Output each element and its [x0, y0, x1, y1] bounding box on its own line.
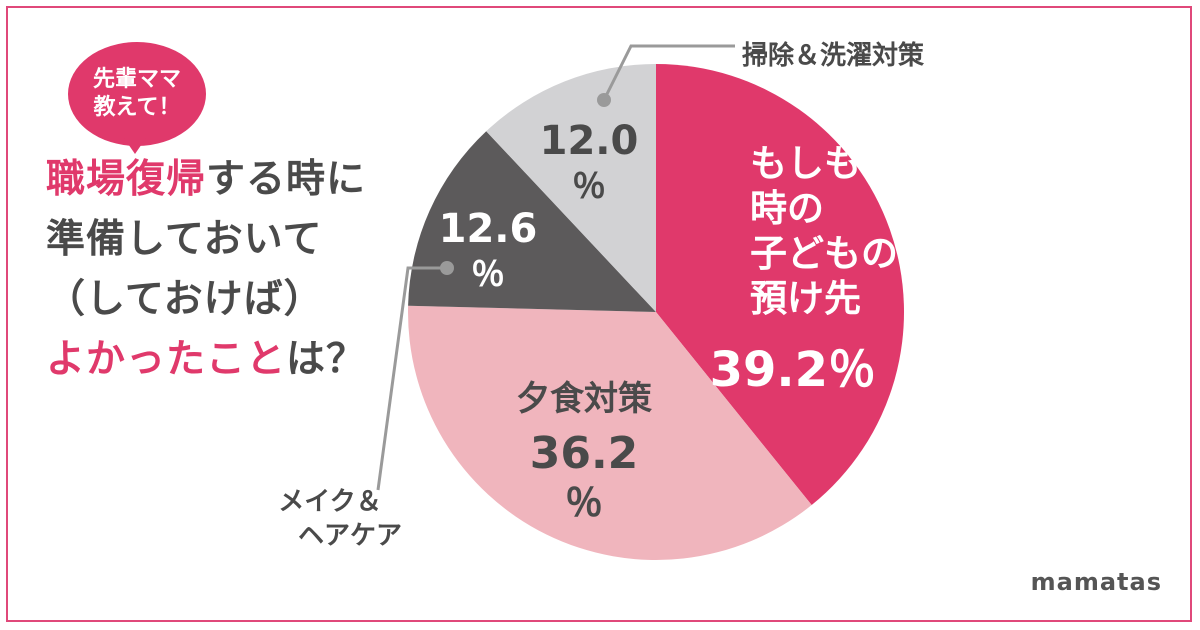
question-text: （しておけば）	[46, 277, 324, 322]
speech-bubble: 先輩ママ 教えて！	[68, 42, 206, 146]
slice-category-label: 時の	[750, 187, 824, 230]
slice-category-label: メイク＆	[278, 487, 381, 517]
leader-line	[376, 266, 447, 491]
question-text: 準備しておいて	[46, 217, 323, 262]
slice-value-label: 12.6	[439, 206, 538, 252]
leader-dot	[440, 261, 454, 275]
question-line-3: （しておけば）	[46, 270, 366, 330]
slice-value-label: 39.2％	[710, 342, 876, 398]
question-accent: よかったこと	[46, 337, 287, 382]
slice-category-label: ヘアケア	[298, 521, 402, 551]
slice-value-label: 12.0	[540, 118, 639, 164]
slice-category-label: 子どもの	[750, 232, 898, 275]
pie-slice	[408, 305, 812, 560]
bubble-tail	[124, 138, 146, 154]
slice-category-label: 預け先	[750, 277, 861, 320]
pie-slice	[408, 131, 656, 312]
border-frame	[6, 6, 1192, 622]
brand-logo: mamatas	[1030, 568, 1162, 596]
question-text: する時に	[206, 157, 367, 202]
question-line-4: よかったことは？	[46, 330, 366, 390]
slice-value-label: 36.2	[530, 428, 639, 479]
slice-value-unit: ％	[471, 255, 505, 295]
question-text: は？	[286, 337, 367, 382]
question-line-1: 職場復帰する時に	[46, 150, 366, 210]
question-line-2: 準備しておいて	[46, 210, 366, 270]
slice-value-unit: ％	[572, 167, 606, 207]
slice-value-unit: ％	[565, 481, 603, 525]
pie-slice	[486, 64, 656, 312]
bubble-line-2: 教えて！	[93, 95, 181, 120]
question-accent: 職場復帰	[46, 157, 207, 202]
slice-category-label: 掃除＆洗濯対策	[742, 40, 924, 71]
pie-slice	[656, 64, 904, 506]
slice-category-label: もしもの	[750, 142, 898, 185]
slice-category-label: 夕食対策	[516, 379, 652, 419]
survey-question: 職場復帰する時に 準備しておいて （しておけば） よかったことは？	[46, 150, 366, 390]
leader-dot	[597, 93, 611, 107]
leader-line	[602, 44, 735, 101]
bubble-line-1: 先輩ママ	[92, 67, 181, 92]
